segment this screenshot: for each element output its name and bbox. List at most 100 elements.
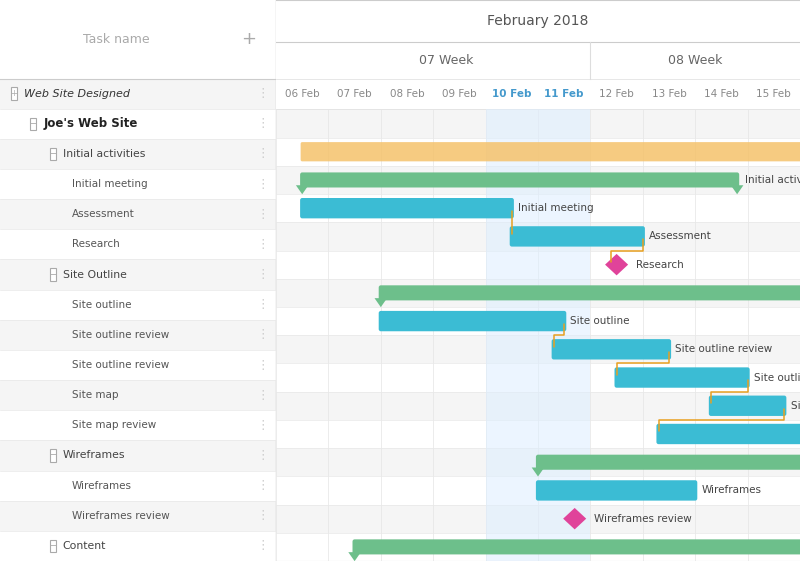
Text: Web Site Designed: Web Site Designed — [24, 89, 130, 99]
Bar — [276, 420, 800, 448]
Polygon shape — [374, 298, 387, 307]
Text: −: − — [49, 541, 57, 551]
Bar — [276, 222, 800, 251]
Bar — [0, 259, 276, 289]
FancyBboxPatch shape — [536, 454, 800, 470]
FancyBboxPatch shape — [536, 480, 698, 500]
Text: 13 Feb: 13 Feb — [652, 89, 686, 99]
Bar — [0, 471, 276, 500]
Text: Initial activities: Initial activities — [745, 175, 800, 185]
Text: Site outline: Site outline — [570, 316, 630, 326]
Polygon shape — [532, 467, 544, 476]
Polygon shape — [731, 185, 743, 194]
FancyBboxPatch shape — [657, 424, 800, 444]
Text: Wireframes: Wireframes — [702, 485, 762, 495]
FancyBboxPatch shape — [709, 396, 786, 416]
Bar — [276, 504, 800, 533]
Bar — [276, 42, 800, 79]
Text: 15 Feb: 15 Feb — [757, 89, 791, 99]
Text: ⋮: ⋮ — [256, 540, 269, 553]
Text: 07 Week: 07 Week — [419, 54, 474, 67]
Text: Site map: Site map — [72, 390, 118, 400]
Text: ⋮: ⋮ — [256, 328, 269, 341]
Text: +: + — [241, 30, 256, 48]
Bar — [0, 199, 276, 229]
FancyBboxPatch shape — [50, 268, 56, 280]
Bar — [486, 109, 538, 561]
Bar — [0, 0, 276, 79]
Bar — [276, 109, 800, 137]
Bar — [276, 533, 800, 561]
Bar — [0, 79, 276, 109]
Bar — [276, 448, 800, 476]
Text: −: − — [30, 119, 38, 129]
Bar — [276, 364, 800, 392]
Text: 12 Feb: 12 Feb — [599, 89, 634, 99]
Bar — [0, 350, 276, 380]
Text: Initial activities: Initial activities — [62, 149, 145, 159]
Text: ⋮: ⋮ — [256, 87, 269, 100]
Text: −: − — [49, 450, 57, 461]
Polygon shape — [296, 185, 309, 194]
Text: −: − — [49, 269, 57, 279]
Text: ⋮: ⋮ — [256, 238, 269, 251]
Bar — [276, 79, 800, 109]
Text: 08 Feb: 08 Feb — [390, 89, 424, 99]
Text: Site map review: Site map review — [72, 420, 156, 430]
FancyBboxPatch shape — [50, 148, 56, 160]
FancyBboxPatch shape — [50, 540, 56, 552]
Text: Site outline review: Site outline review — [754, 373, 800, 383]
Text: ⋮: ⋮ — [256, 389, 269, 402]
Bar — [276, 251, 800, 279]
Text: Site outline review: Site outline review — [72, 360, 169, 370]
Text: ⋮: ⋮ — [256, 268, 269, 281]
Text: Wireframes review: Wireframes review — [72, 511, 170, 521]
Bar — [0, 229, 276, 259]
Bar — [0, 139, 276, 169]
Text: ⋮: ⋮ — [256, 148, 269, 160]
Bar — [276, 392, 800, 420]
FancyBboxPatch shape — [614, 367, 750, 388]
Text: February 2018: February 2018 — [487, 14, 589, 28]
Text: Site Outline: Site Outline — [62, 269, 126, 279]
Bar — [0, 320, 276, 350]
Text: ⋮: ⋮ — [256, 358, 269, 371]
Polygon shape — [605, 254, 628, 275]
Bar — [276, 0, 800, 42]
Text: Content: Content — [62, 541, 106, 551]
Text: 07 Feb: 07 Feb — [338, 89, 372, 99]
Text: ⋮: ⋮ — [256, 117, 269, 130]
Text: 14 Feb: 14 Feb — [704, 89, 738, 99]
Bar — [538, 109, 590, 561]
Text: Task name: Task name — [82, 33, 150, 46]
Text: ⋮: ⋮ — [256, 178, 269, 191]
FancyBboxPatch shape — [353, 539, 800, 554]
Bar — [0, 169, 276, 199]
Text: Wireframes: Wireframes — [62, 450, 125, 461]
Text: ⋮: ⋮ — [256, 449, 269, 462]
Bar — [0, 531, 276, 561]
FancyBboxPatch shape — [378, 286, 800, 300]
FancyBboxPatch shape — [378, 311, 566, 331]
Bar — [276, 307, 800, 335]
Text: Wireframes: Wireframes — [72, 481, 132, 491]
FancyBboxPatch shape — [510, 226, 645, 247]
Bar — [276, 335, 800, 364]
Polygon shape — [563, 508, 586, 530]
Text: 10 Feb: 10 Feb — [492, 89, 531, 99]
Text: 08 Week: 08 Week — [668, 54, 722, 67]
Text: Assessment: Assessment — [649, 231, 712, 241]
FancyBboxPatch shape — [50, 449, 56, 462]
Bar — [0, 289, 276, 320]
Text: Joe's Web Site: Joe's Web Site — [43, 117, 138, 130]
FancyBboxPatch shape — [301, 142, 800, 162]
Text: ⋮: ⋮ — [256, 479, 269, 492]
Text: 09 Feb: 09 Feb — [442, 89, 477, 99]
FancyBboxPatch shape — [300, 172, 739, 187]
Text: ⋮: ⋮ — [256, 208, 269, 220]
Bar — [0, 380, 276, 410]
Bar — [276, 166, 800, 194]
Text: ⋮: ⋮ — [256, 509, 269, 522]
Text: Research: Research — [636, 260, 684, 270]
Text: ⋮: ⋮ — [256, 419, 269, 432]
